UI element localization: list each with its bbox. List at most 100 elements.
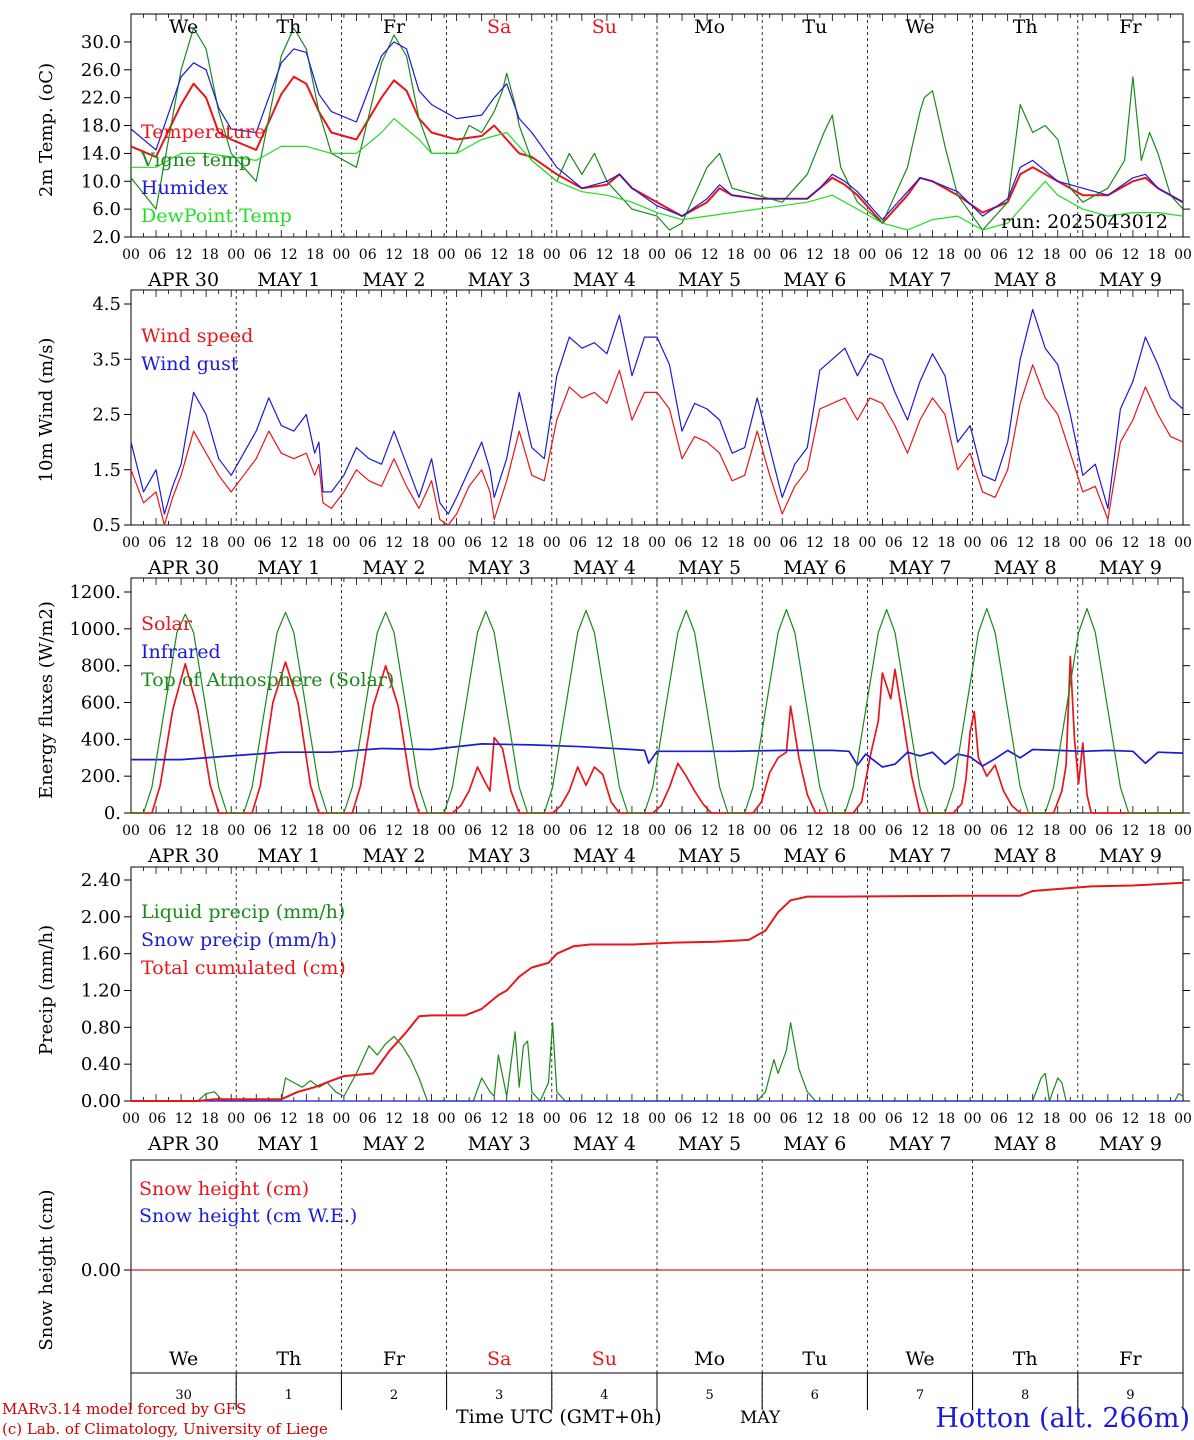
model-credit: MARv3.14 model forced by GFS bbox=[2, 1400, 246, 1418]
series-line-wind-gust bbox=[130, 308, 1184, 515]
date-label: MAY 4 bbox=[573, 557, 636, 579]
date-label: MAY 3 bbox=[468, 557, 531, 579]
weekday-label-top: Th bbox=[276, 16, 301, 38]
date-label: MAY 1 bbox=[257, 557, 320, 579]
hour-tick-label: 06 bbox=[1095, 823, 1113, 839]
hour-tick-label: 00 bbox=[858, 1111, 876, 1127]
hour-tick-label: 18 bbox=[1043, 247, 1061, 263]
hour-tick-label: 12 bbox=[175, 535, 193, 551]
hour-tick-label: 06 bbox=[780, 535, 798, 551]
hour-tick-label: 18 bbox=[622, 535, 640, 551]
weekday-label-bottom: We bbox=[169, 1348, 198, 1370]
y-tick-label: 0.5 bbox=[92, 515, 121, 536]
hour-tick-label: 18 bbox=[201, 1111, 219, 1127]
y-tick-label: 400. bbox=[81, 729, 121, 750]
hour-tick-label: 12 bbox=[1016, 247, 1034, 263]
date-label: MAY 5 bbox=[678, 1133, 741, 1155]
date-label: MAY 6 bbox=[783, 269, 846, 291]
weekday-label-top: We bbox=[169, 16, 198, 38]
date-label: MAY 9 bbox=[1099, 269, 1162, 291]
hour-tick-label: 18 bbox=[622, 1111, 640, 1127]
hour-tick-label: 12 bbox=[595, 247, 613, 263]
hour-tick-label: 12 bbox=[911, 1111, 929, 1127]
date-label: MAY 8 bbox=[994, 557, 1057, 579]
weekday-label-top: Th bbox=[1013, 16, 1038, 38]
hour-tick-label: 06 bbox=[148, 247, 166, 263]
legend-entry: Infrared bbox=[141, 641, 221, 663]
hour-tick-label: 12 bbox=[490, 535, 508, 551]
y-tick-label: 14.0 bbox=[81, 143, 121, 164]
hour-tick-label: 12 bbox=[1121, 823, 1139, 839]
series-line-top-of-atmosphere-solar- bbox=[131, 607, 1183, 814]
hour-tick-label: 12 bbox=[385, 823, 403, 839]
date-label: MAY 2 bbox=[362, 557, 425, 579]
hour-tick-label: 00 bbox=[122, 1111, 140, 1127]
legend-entry: Snow height (cm W.E.) bbox=[139, 1205, 357, 1227]
snow-panel: 0.00 Snow height (cm) Snow height (cm) Snow… bbox=[36, 1159, 1190, 1410]
hour-tick-label: 18 bbox=[832, 247, 850, 263]
hour-tick-label: 12 bbox=[701, 535, 719, 551]
hour-tick-label: 00 bbox=[858, 247, 876, 263]
y-tick-label: 4.5 bbox=[92, 294, 121, 315]
date-label: MAY 9 bbox=[1099, 845, 1162, 867]
hour-tick-label: 00 bbox=[1069, 247, 1087, 263]
hour-tick-label: 12 bbox=[175, 823, 193, 839]
hour-tick-label: 18 bbox=[411, 535, 429, 551]
series-line-wind-speed bbox=[130, 364, 1184, 526]
y-tick-label: 0.00 bbox=[81, 1260, 121, 1281]
hour-tick-label: 00 bbox=[648, 247, 666, 263]
weekday-label-top: Tu bbox=[802, 16, 827, 38]
legend-entry: Solar bbox=[141, 613, 193, 635]
hour-tick-label: 06 bbox=[885, 823, 903, 839]
hour-tick-label: 00 bbox=[1174, 823, 1192, 839]
hour-tick-label: 06 bbox=[464, 535, 482, 551]
series-line-total-cumulated-cm- bbox=[131, 881, 1184, 1102]
date-label: APR 30 bbox=[147, 557, 219, 579]
date-label: MAY 3 bbox=[468, 1133, 531, 1155]
legend-entry: Wind gust bbox=[141, 353, 239, 375]
legend-entry: Humidex bbox=[141, 177, 228, 199]
hour-tick-label: 12 bbox=[701, 823, 719, 839]
hour-tick-label: 12 bbox=[175, 1111, 193, 1127]
date-label: MAY 4 bbox=[573, 269, 636, 291]
hour-tick-label: 00 bbox=[964, 823, 982, 839]
hour-tick-label: 06 bbox=[464, 823, 482, 839]
hour-tick-label: 06 bbox=[780, 247, 798, 263]
y-tick-label: 1.20 bbox=[81, 981, 121, 1002]
lab-credit: (c) Lab. of Climatology, University of L… bbox=[2, 1420, 328, 1438]
day-number-label: 9 bbox=[1126, 1388, 1134, 1403]
date-label: MAY 3 bbox=[468, 845, 531, 867]
hour-tick-label: 12 bbox=[490, 247, 508, 263]
hour-tick-label: 06 bbox=[569, 1111, 587, 1127]
hour-tick-label: 12 bbox=[911, 535, 929, 551]
hour-tick-label: 06 bbox=[674, 247, 692, 263]
hour-tick-label: 12 bbox=[595, 823, 613, 839]
date-label: MAY 1 bbox=[257, 845, 320, 867]
legend-entry: Liquid precip (mm/h) bbox=[141, 901, 345, 923]
series-line-infrared bbox=[131, 743, 1184, 768]
date-label: MAY 8 bbox=[994, 269, 1057, 291]
hour-tick-label: 00 bbox=[858, 535, 876, 551]
hour-tick-label: 18 bbox=[727, 1111, 745, 1127]
hour-tick-label: 00 bbox=[543, 1111, 561, 1127]
hour-tick-label: 12 bbox=[595, 535, 613, 551]
weekday-label-bottom: Sa bbox=[487, 1348, 511, 1370]
hour-tick-label: 00 bbox=[438, 535, 456, 551]
y-axis-label: Energy fluxes (W/m2) bbox=[36, 601, 57, 799]
series-line-humidex bbox=[130, 41, 1184, 221]
day-number-label: 4 bbox=[600, 1388, 608, 1403]
y-tick-label: 2.40 bbox=[81, 870, 121, 891]
hour-tick-label: 06 bbox=[359, 247, 377, 263]
hour-tick-label: 12 bbox=[280, 823, 298, 839]
y-tick-label: 1.60 bbox=[81, 944, 121, 965]
hour-tick-label: 06 bbox=[674, 535, 692, 551]
hour-tick-label: 00 bbox=[648, 823, 666, 839]
hour-tick-label: 06 bbox=[885, 1111, 903, 1127]
hour-tick-label: 06 bbox=[674, 823, 692, 839]
run-label: run: 2025043012 bbox=[1001, 211, 1168, 233]
y-tick-label: 2.5 bbox=[92, 405, 121, 426]
weekday-label-top: We bbox=[905, 16, 934, 38]
hour-tick-label: 06 bbox=[674, 1111, 692, 1127]
hour-tick-label: 00 bbox=[543, 823, 561, 839]
